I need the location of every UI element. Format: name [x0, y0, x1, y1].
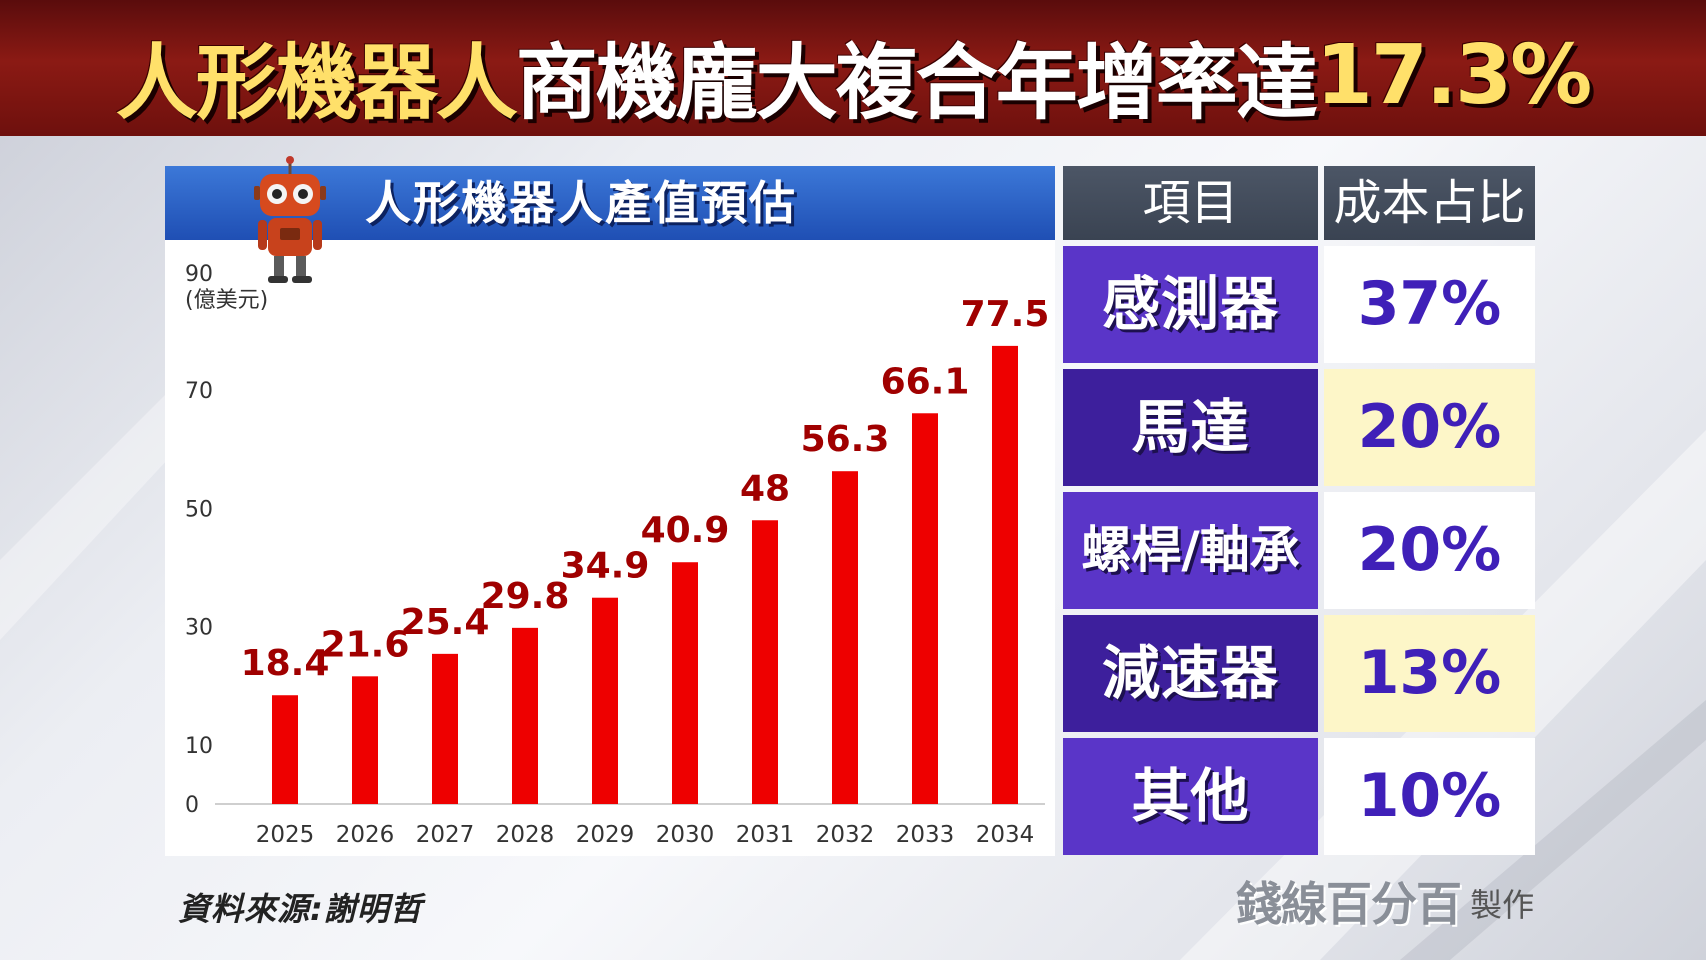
bar: [432, 653, 458, 804]
y-tick-label: 70: [185, 379, 213, 404]
bar: [352, 676, 378, 804]
bar-value-label: 34.9: [561, 546, 650, 587]
cost-item: 螺桿/軸承: [1063, 492, 1318, 609]
bar-value-label: 56.3: [801, 419, 890, 460]
robot-icon: [254, 156, 326, 283]
x-tick-label: 2033: [896, 822, 955, 848]
data-source: 資料來源:謝明哲: [178, 890, 423, 928]
headline-part1: 人形機器人: [115, 35, 518, 131]
y-axis-unit-label: 90 (億美元): [185, 262, 268, 314]
y-tick-label: 50: [185, 497, 213, 522]
bar-value-label: 18.4: [241, 643, 330, 684]
table-row: 其他 10%: [1063, 738, 1535, 855]
headline-part4: 17.3%: [1315, 27, 1592, 123]
y-axis-unit: (億美元): [185, 288, 269, 313]
producer-credit: 錢線百分百 製作: [1236, 868, 1535, 931]
header-band: [0, 0, 1706, 136]
bar: [592, 597, 618, 804]
headline-part2: 商機龐大: [515, 35, 838, 131]
x-tick-label: 2028: [496, 822, 555, 848]
cost-share: 10%: [1324, 738, 1535, 855]
headline: 人形機器人 商機龐大 複合年增率達 17.3%: [116, 14, 1593, 136]
y-tick-label: 10: [185, 734, 213, 759]
chart-panel: 人形機器人產值預估 90 (億美元) 0 10 30 50 70 18.4 2025 21.6…: [165, 156, 1055, 856]
cost-share: 13%: [1324, 615, 1535, 732]
cost-item: 感測器: [1063, 246, 1318, 363]
bar-value-label: 21.6: [321, 624, 410, 665]
cost-item: 減速器: [1063, 615, 1318, 732]
headline-part3: 複合年增率達: [835, 35, 1318, 131]
bar-value-label: 66.1: [881, 361, 970, 402]
program-logo: 錢線百分百: [1236, 877, 1462, 931]
cost-share: 20%: [1324, 492, 1535, 609]
bar: [752, 520, 778, 804]
x-tick-label: 2027: [416, 822, 475, 848]
table-header-item: 項目: [1063, 166, 1318, 240]
x-tick-label: 2029: [576, 822, 635, 848]
credit-suffix: 製作: [1470, 886, 1535, 924]
table-row: 感測器 37%: [1063, 246, 1535, 363]
bar: [512, 627, 538, 804]
cost-item: 其他: [1063, 738, 1318, 855]
cost-item: 馬達: [1063, 369, 1318, 486]
cost-share: 37%: [1324, 246, 1535, 363]
bar: [672, 562, 698, 804]
bar: [832, 471, 858, 804]
chart-plot: 0 10 30 50 70 18.4 2025 21.6 2026 25.4 2027 29.8 202…: [185, 294, 1050, 848]
bar-value-label: 29.8: [481, 576, 570, 617]
bar-value-label: 77.5: [961, 294, 1050, 335]
x-tick-label: 2031: [736, 822, 795, 848]
bar: [992, 345, 1018, 804]
bar-value-label: 48: [740, 468, 790, 509]
cost-share: 20%: [1324, 369, 1535, 486]
y-tick-label: 0: [185, 793, 199, 818]
table-header-share: 成本占比: [1324, 166, 1535, 240]
table-row: 馬達 20%: [1063, 369, 1535, 486]
table-row: 減速器 13%: [1063, 615, 1535, 732]
x-tick-label: 2032: [816, 822, 875, 848]
x-tick-label: 2025: [256, 822, 315, 848]
x-tick-label: 2034: [976, 822, 1035, 848]
bar: [272, 695, 298, 804]
bar: [912, 413, 938, 804]
bar-value-label: 25.4: [401, 602, 490, 643]
x-tick-label: 2026: [336, 822, 395, 848]
chart-title: 人形機器人產值預估: [365, 176, 797, 230]
y-tick-label: 30: [185, 616, 213, 641]
bar-value-label: 40.9: [641, 510, 730, 551]
cost-share-table: 項目 成本占比 感測器 37% 馬達 20% 螺桿/軸承 20% 減速器 13% 其他 10%: [1063, 166, 1535, 856]
y-tick-90-text: 90: [185, 262, 213, 287]
table-row: 螺桿/軸承 20%: [1063, 492, 1535, 609]
x-tick-label: 2030: [656, 822, 715, 848]
